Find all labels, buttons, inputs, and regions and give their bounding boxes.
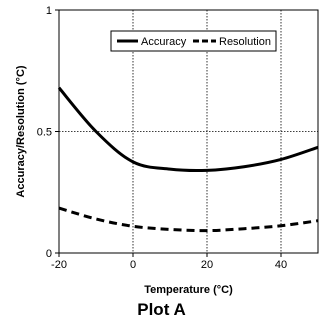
- y-tick-label: 1: [46, 5, 52, 17]
- series-lines: [57, 86, 319, 233]
- line-chart: -20 0 20 40 00.51 Temperature (°C) Accuracy…: [15, 5, 319, 296]
- y-tick-label: 0.5: [37, 127, 52, 139]
- series-line-accuracy: [57, 86, 319, 173]
- legend-label-accuracy: Accuracy: [141, 36, 187, 48]
- y-axis-title: Accuracy/Resolution (°C): [15, 65, 27, 197]
- x-tick-label: 0: [130, 259, 136, 271]
- series-line-resolution: [58, 206, 319, 233]
- x-tick-label: 20: [201, 259, 213, 271]
- x-axis-title: Temperature (°C): [144, 284, 233, 296]
- x-tick-label: 40: [275, 259, 287, 271]
- y-tick-labels: 00.51: [37, 5, 59, 260]
- grid-lines: [59, 10, 318, 253]
- y-tick-label: 0: [46, 248, 52, 260]
- legend: Accuracy Resolution: [110, 30, 277, 52]
- x-tick-labels: -20 0 20 40: [51, 253, 287, 271]
- legend-label-resolution: Resolution: [219, 36, 271, 48]
- x-tick-label: -20: [51, 259, 67, 271]
- plot-caption: Plot A: [137, 300, 186, 319]
